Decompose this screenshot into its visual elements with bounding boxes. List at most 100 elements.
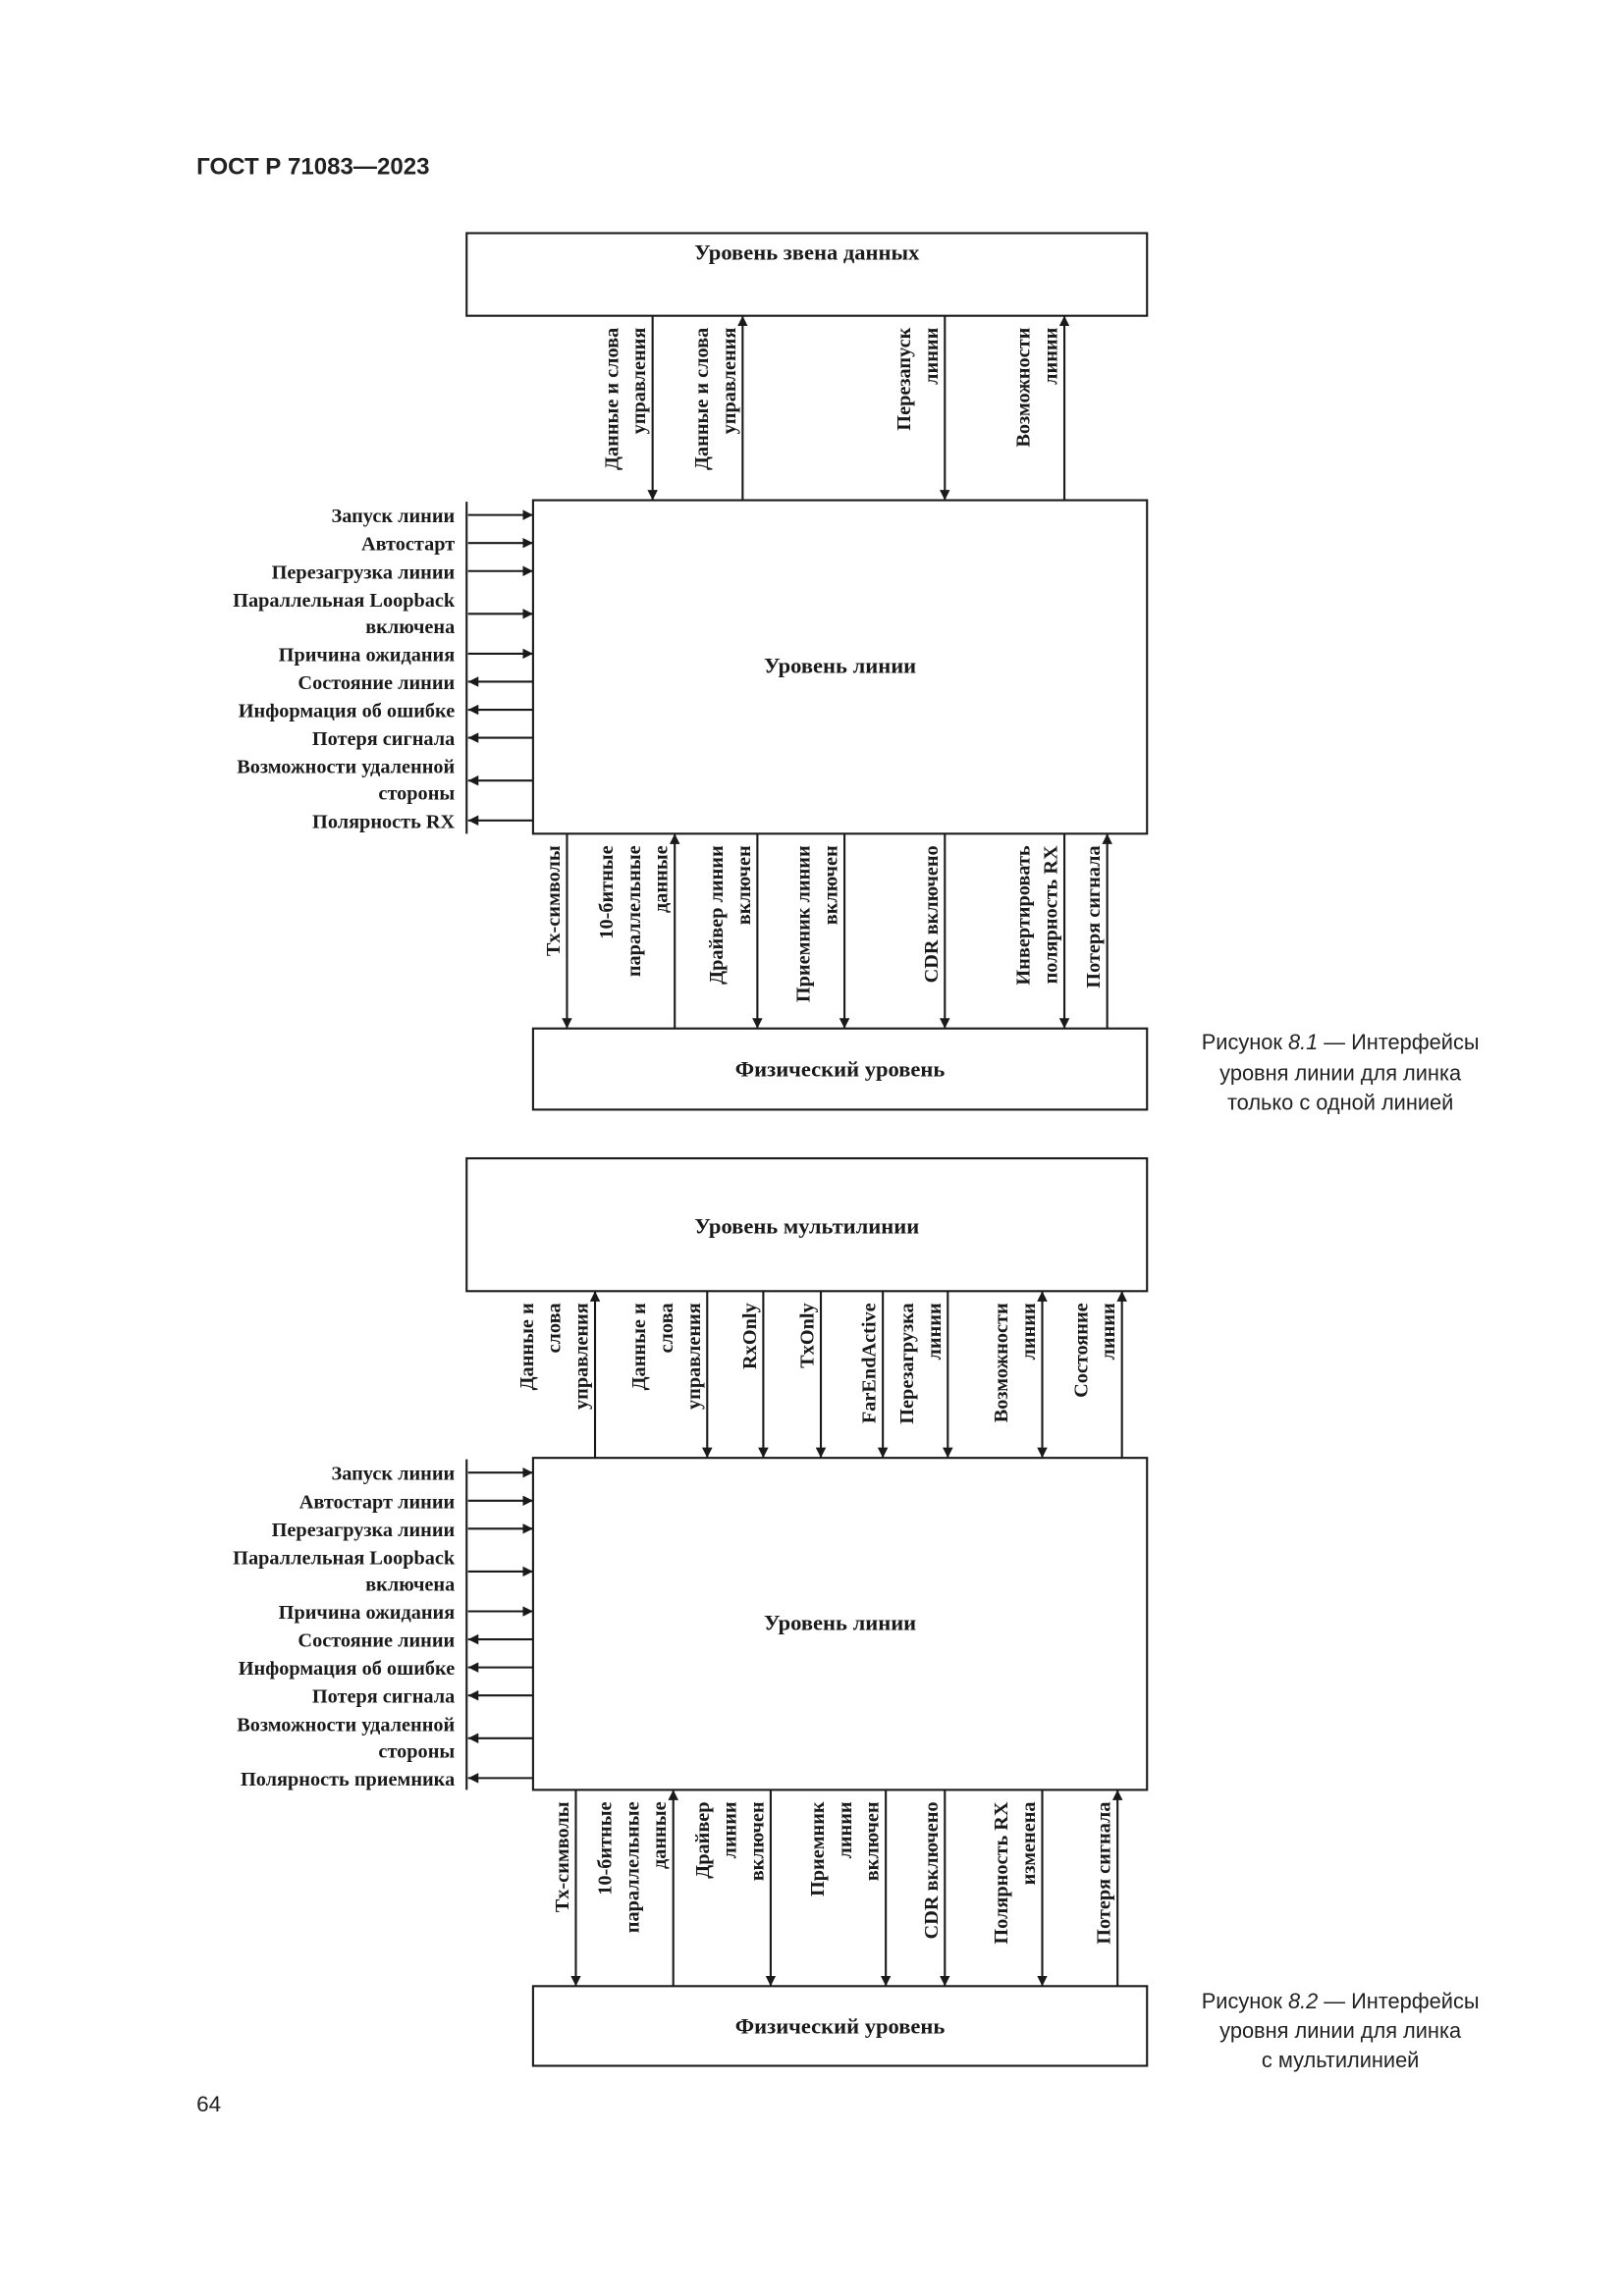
- bottom-signal-label: полярность RX: [1041, 845, 1062, 984]
- bottom-signal-label: включен: [733, 845, 755, 925]
- bottom-signal-label: параллельные: [622, 1801, 643, 1933]
- bottom-signal-label: изменена: [1018, 1801, 1040, 1885]
- left-signal-label: Возможности удаленной: [237, 1714, 455, 1735]
- left-signal: Полярность RX: [312, 811, 533, 832]
- bottom-signal-label: Tx-символы: [543, 845, 565, 956]
- top-signal: Состояние линии: [1070, 1291, 1127, 1459]
- top-layer-title: Уровень мультилинии: [694, 1214, 919, 1239]
- left-signal: Перезагрузка линии: [272, 561, 533, 583]
- top-signal: Перезагрузка линии: [896, 1291, 953, 1459]
- bottom-signal-label: Драйвер: [692, 1801, 714, 1878]
- caption-number: 8.1: [1288, 1030, 1318, 1054]
- left-signal: Параллельная Loopback включена: [233, 1547, 533, 1595]
- top-signal-label: управления: [571, 1303, 593, 1410]
- left-signal: Потеря сигнала: [312, 728, 533, 750]
- bottom-signal-label: CDR включено: [921, 845, 943, 983]
- top-signal-label: TxOnly: [797, 1303, 819, 1368]
- top-signal-label: управления: [628, 328, 650, 435]
- left-signal-label: Состояние линии: [298, 672, 455, 694]
- left-signal: Запуск линии: [332, 506, 533, 527]
- left-signal-label: Параллельная Loopback: [233, 590, 456, 612]
- bottom-signal-label: CDR включено: [921, 1801, 943, 1939]
- top-signal: FarEndActive: [859, 1291, 889, 1459]
- top-signal-label: линии: [1098, 1303, 1119, 1360]
- top-signal-label: Состояние: [1070, 1303, 1092, 1398]
- caption-line: Рисунок 8.1— Интерфейсы: [1202, 1030, 1480, 1054]
- left-signal-label: Автостарт: [361, 534, 455, 556]
- top-signal-label: RxOnly: [739, 1303, 761, 1369]
- top-signal: Возможности линии: [1013, 315, 1070, 501]
- line-layer-title: Уровень линии: [764, 1610, 916, 1634]
- left-signal: Полярность приемника: [241, 1769, 533, 1790]
- bottom-signal: CDR включено: [921, 1789, 950, 1987]
- top-signal-label: Перезагрузка: [896, 1303, 918, 1423]
- left-signal: Информация об ошибке: [239, 701, 533, 722]
- caption-text: — Интерфейсы: [1324, 1989, 1479, 2013]
- top-signal-label: управления: [719, 328, 740, 435]
- bottom-signal-label: Драйвер линии: [706, 845, 728, 985]
- bottom-signal-label: 10-битные: [596, 845, 618, 938]
- bottom-signal: Приемник линии включен: [793, 833, 850, 1029]
- figure-caption: Рисунок 8.1— Интерфейсы уровня линии для …: [1202, 1030, 1480, 1115]
- bottom-signal-label: Приемник линии: [793, 845, 815, 1002]
- physical-layer-box: [531, 1985, 1149, 2067]
- top-signal-label: линии: [1018, 1303, 1040, 1360]
- bottom-signal-label: Полярность RX: [991, 1801, 1012, 1945]
- caption-prefix: Рисунок: [1202, 1989, 1288, 2013]
- left-signal: Запуск линии: [332, 1464, 533, 1485]
- top-signal-label: слова: [544, 1303, 566, 1353]
- left-signal-label: Перезагрузка линии: [272, 561, 456, 583]
- left-signal-label: стороны: [378, 1740, 455, 1762]
- top-signal: Возможности линии: [991, 1291, 1048, 1459]
- top-signal-label: линии: [924, 1303, 946, 1360]
- physical-layer-title: Физический уровень: [735, 1057, 946, 1082]
- left-signal-label: включена: [365, 616, 455, 638]
- caption-prefix: Рисунок: [1202, 1030, 1288, 1054]
- bottom-signal-label: параллельные: [623, 845, 645, 977]
- top-signal-label: Данные и: [516, 1303, 538, 1390]
- left-signal: Причина ожидания: [279, 1602, 533, 1624]
- bottom-signal: 10-битные параллельные данные: [595, 1789, 678, 1987]
- top-signal-label: Перезапуск: [893, 327, 915, 430]
- top-signal: Перезапуск линии: [893, 315, 950, 501]
- figure-1: Уровень звена данных Уровень линии Физичес…: [233, 232, 1480, 1115]
- bottom-signal: CDR включено: [921, 833, 950, 1029]
- top-signal: RxOnly: [739, 1291, 769, 1459]
- top-signal-label: линии: [1041, 327, 1062, 384]
- left-signal-label: Возможности удаленной: [237, 757, 455, 778]
- left-signal: Автостарт: [361, 534, 533, 556]
- bottom-signal: Tx-символы: [543, 833, 572, 1029]
- top-signal-label: линии: [921, 327, 943, 384]
- bottom-signal: Полярность RX изменена: [991, 1789, 1048, 1987]
- left-signal-label: Запуск линии: [332, 506, 456, 527]
- left-signal: Состояние линии: [298, 1630, 533, 1652]
- left-signal-label: Информация об ошибке: [239, 1658, 455, 1680]
- left-signal: Автостарт линии: [299, 1491, 533, 1513]
- left-signal: Перезагрузка линии: [272, 1520, 533, 1541]
- bottom-signal-label: включен: [821, 845, 842, 925]
- bottom-signal: 10-битные параллельные данные: [596, 833, 680, 1029]
- left-signal: Информация об ошибке: [239, 1658, 533, 1680]
- left-signal-label: Причина ожидания: [279, 644, 456, 666]
- top-layer-box: [465, 232, 1149, 317]
- line-layer-box: [531, 499, 1149, 835]
- bottom-signal-label: данные: [649, 1801, 671, 1869]
- left-signal: Параллельная Loopback включена: [233, 590, 533, 638]
- caption-line: Рисунок 8.2— Интерфейсы: [1202, 1989, 1480, 2013]
- bottom-signal-label: включен: [862, 1801, 884, 1881]
- physical-layer-title: Физический уровень: [735, 2013, 946, 2038]
- bottom-signal-label: Потеря сигнала: [1094, 1801, 1115, 1944]
- line-layer-title: Уровень линии: [764, 653, 916, 677]
- top-signal-label: Возможности: [1013, 327, 1035, 447]
- left-signal-label: Запуск линии: [332, 1464, 456, 1485]
- bottom-signal-label: Потеря сигнала: [1083, 845, 1105, 988]
- bottom-signal-label: 10-битные: [595, 1801, 617, 1895]
- bottom-signal: Приемник линии включен: [807, 1789, 892, 1987]
- figure-2: Уровень мультилинии Уровень линии Физическ…: [233, 1156, 1480, 2072]
- left-signal-label: Потеря сигнала: [312, 728, 455, 750]
- bottom-signal-label: линии: [835, 1801, 856, 1858]
- caption-line: уровня линии для линка: [1219, 2018, 1462, 2043]
- left-signal-label: Перезагрузка линии: [272, 1520, 456, 1541]
- top-signal-label: Данные и слова: [601, 328, 623, 470]
